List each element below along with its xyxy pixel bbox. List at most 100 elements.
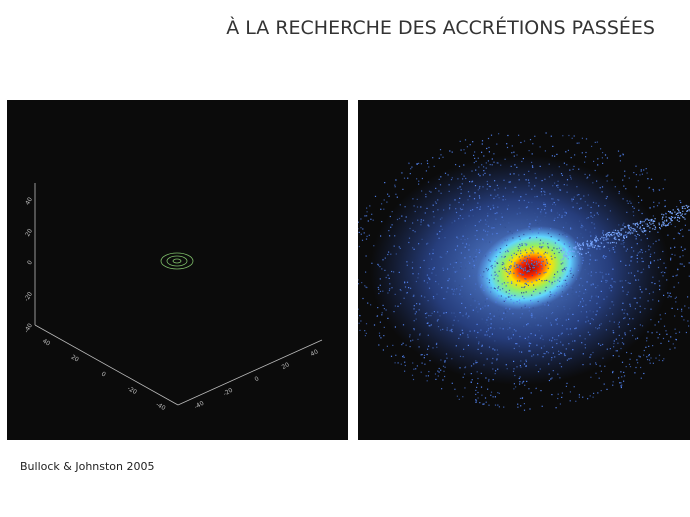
particle bbox=[401, 172, 403, 174]
particle bbox=[549, 339, 551, 341]
particle bbox=[578, 284, 580, 286]
particle bbox=[615, 242, 617, 244]
particle bbox=[426, 353, 428, 356]
particle bbox=[442, 379, 444, 381]
particle bbox=[612, 331, 614, 334]
particle bbox=[442, 156, 444, 158]
particle bbox=[563, 243, 565, 245]
particle bbox=[637, 180, 639, 182]
particle bbox=[601, 236, 603, 238]
particle bbox=[481, 143, 483, 145]
particle bbox=[487, 231, 489, 233]
particle bbox=[367, 220, 369, 222]
particle bbox=[446, 291, 448, 293]
particle bbox=[663, 358, 665, 360]
particle bbox=[390, 355, 393, 357]
particle bbox=[416, 206, 419, 208]
particle bbox=[408, 287, 410, 289]
particle bbox=[552, 337, 554, 339]
particle bbox=[539, 255, 541, 257]
particle bbox=[640, 249, 642, 251]
particle bbox=[605, 237, 607, 239]
particle bbox=[527, 224, 530, 226]
particle bbox=[526, 380, 528, 382]
particle bbox=[672, 343, 674, 345]
particle bbox=[391, 270, 393, 273]
particle bbox=[630, 272, 632, 274]
particle bbox=[558, 247, 560, 249]
particle bbox=[543, 253, 545, 255]
particle bbox=[365, 323, 368, 325]
particle bbox=[634, 230, 636, 232]
particle bbox=[438, 157, 440, 159]
particle bbox=[420, 221, 422, 223]
particle bbox=[496, 162, 498, 164]
particle bbox=[678, 331, 681, 333]
particle bbox=[677, 216, 679, 219]
particle bbox=[472, 260, 475, 262]
particle bbox=[577, 242, 579, 244]
particle bbox=[503, 226, 505, 228]
particle bbox=[595, 287, 597, 289]
particle bbox=[460, 238, 462, 240]
particle bbox=[387, 317, 389, 319]
particle bbox=[560, 249, 562, 252]
particle bbox=[597, 296, 599, 298]
particle bbox=[618, 233, 621, 235]
particle bbox=[462, 178, 464, 180]
particle bbox=[620, 371, 622, 373]
particle bbox=[496, 143, 498, 145]
particle bbox=[474, 157, 476, 159]
particle bbox=[659, 258, 661, 260]
particle bbox=[454, 316, 456, 318]
particle bbox=[360, 218, 362, 220]
particle bbox=[488, 151, 490, 153]
particle bbox=[650, 246, 652, 248]
particle bbox=[487, 212, 489, 214]
particle bbox=[557, 199, 559, 201]
particle bbox=[504, 198, 507, 201]
particle bbox=[505, 307, 507, 309]
particle bbox=[572, 274, 574, 276]
particle bbox=[455, 345, 457, 347]
particle bbox=[661, 218, 663, 220]
particle bbox=[502, 328, 504, 330]
particle bbox=[394, 235, 396, 237]
particle bbox=[385, 276, 387, 279]
particle bbox=[688, 275, 690, 277]
particle bbox=[659, 333, 661, 335]
particle bbox=[469, 195, 471, 197]
particle bbox=[531, 165, 534, 167]
z-tick-label: -20 bbox=[23, 291, 34, 303]
particle bbox=[570, 287, 572, 289]
particle bbox=[418, 180, 420, 182]
particle bbox=[523, 380, 525, 382]
particle bbox=[511, 254, 513, 256]
particle bbox=[668, 222, 670, 225]
particle bbox=[458, 218, 460, 220]
particle bbox=[496, 232, 498, 235]
particle bbox=[409, 336, 411, 338]
particle bbox=[411, 267, 414, 269]
particle bbox=[521, 160, 523, 163]
particle bbox=[508, 268, 510, 270]
particle bbox=[627, 225, 630, 227]
particle bbox=[472, 267, 474, 269]
particle bbox=[355, 312, 356, 313]
particle bbox=[618, 377, 620, 379]
particle bbox=[481, 318, 483, 320]
particle bbox=[621, 384, 623, 386]
particle bbox=[529, 266, 531, 269]
particle bbox=[622, 153, 624, 155]
particle bbox=[544, 194, 546, 196]
particle bbox=[654, 218, 656, 220]
particle bbox=[575, 400, 577, 402]
particle bbox=[633, 228, 635, 230]
particle bbox=[604, 154, 607, 156]
particle bbox=[506, 368, 508, 370]
particle bbox=[470, 209, 472, 212]
particle bbox=[463, 373, 466, 375]
particle bbox=[578, 142, 580, 144]
particle bbox=[508, 222, 510, 224]
particle bbox=[497, 206, 499, 208]
